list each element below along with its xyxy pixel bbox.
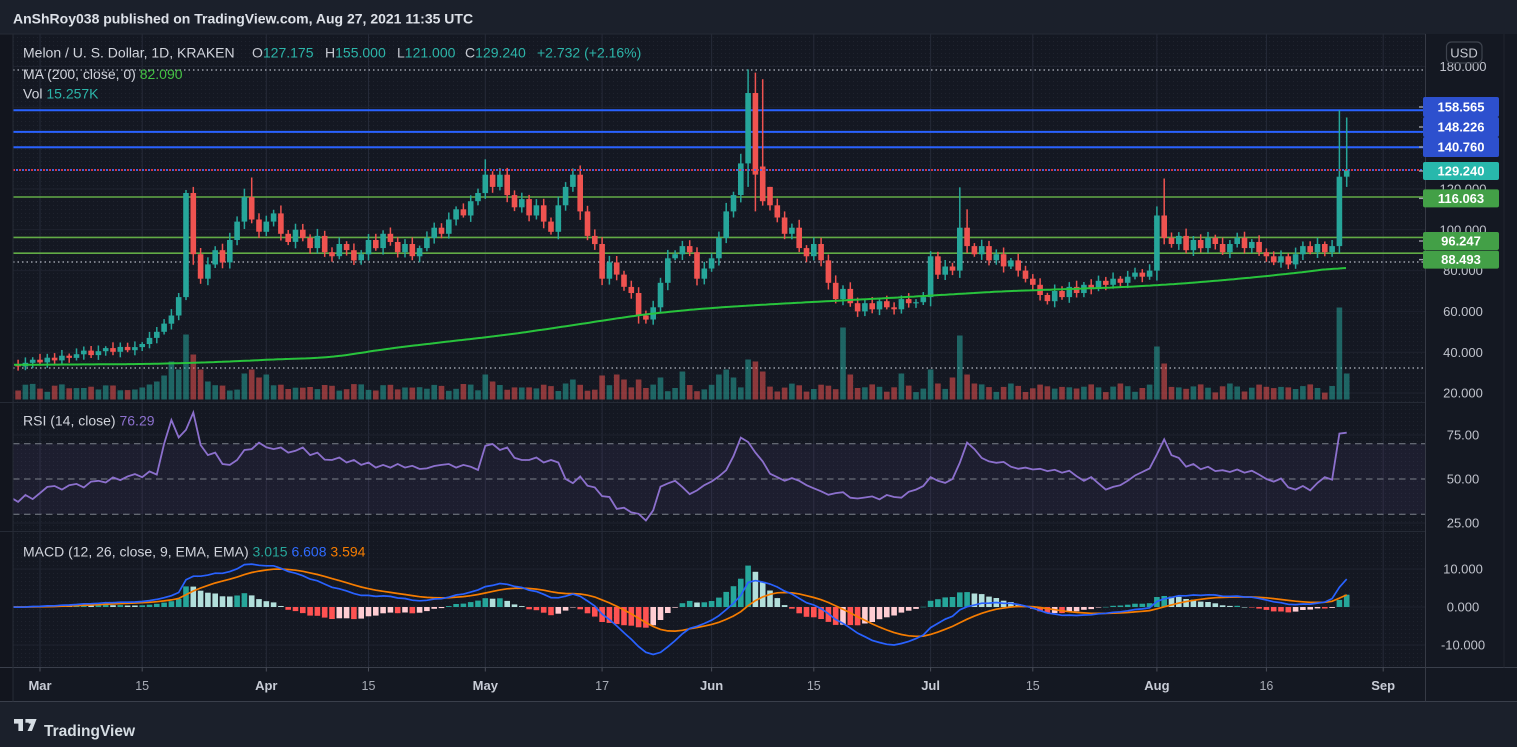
svg-text:158.565: 158.565 (1438, 100, 1485, 115)
svg-text:116.063: 116.063 (1438, 191, 1484, 206)
svg-text:129.240: 129.240 (1438, 164, 1485, 179)
svg-text:17: 17 (595, 679, 609, 693)
svg-text:MA (200, close, 0) 82.090: MA (200, close, 0) 82.090 (23, 66, 183, 82)
svg-text:Aug: Aug (1144, 678, 1169, 693)
svg-text:TradingView: TradingView (44, 723, 136, 740)
svg-text:May: May (473, 678, 499, 693)
svg-text:10.000: 10.000 (1443, 562, 1483, 577)
svg-text:-10.000: -10.000 (1441, 638, 1485, 653)
svg-text:C129.240: C129.240 (465, 45, 526, 61)
svg-text:RSI (14, close) 76.29: RSI (14, close) 76.29 (23, 413, 155, 429)
svg-text:40.000: 40.000 (1443, 345, 1483, 360)
svg-text:L121.000: L121.000 (397, 45, 456, 61)
svg-text:20.000: 20.000 (1443, 386, 1483, 401)
svg-text:Melon / U. S. Dollar, 1D, KRAK: Melon / U. S. Dollar, 1D, KRAKEN (23, 45, 235, 61)
svg-text:25.00: 25.00 (1447, 516, 1480, 531)
svg-text:15: 15 (362, 679, 376, 693)
svg-text:H155.000: H155.000 (325, 45, 386, 61)
svg-text:Jun: Jun (700, 678, 723, 693)
svg-text:Mar: Mar (28, 678, 51, 693)
svg-text:15: 15 (1026, 679, 1040, 693)
svg-text:16: 16 (1259, 679, 1273, 693)
svg-text:Sep: Sep (1371, 678, 1395, 693)
svg-text:AnShRoy038 published on Tradin: AnShRoy038 published on TradingView.com,… (13, 11, 473, 27)
svg-text:140.760: 140.760 (1438, 140, 1485, 155)
svg-text:15: 15 (135, 679, 149, 693)
svg-text:180.000: 180.000 (1440, 59, 1487, 74)
svg-text:60.000: 60.000 (1443, 304, 1483, 319)
svg-text:USD: USD (1450, 46, 1477, 61)
svg-text:Vol 15.257K: Vol 15.257K (23, 86, 99, 102)
svg-text:96.247: 96.247 (1441, 234, 1481, 249)
svg-text:0.000: 0.000 (1447, 600, 1480, 615)
svg-text:148.226: 148.226 (1438, 120, 1485, 135)
svg-text:O127.175: O127.175 (252, 45, 314, 61)
svg-text:Jul: Jul (921, 678, 940, 693)
svg-text:MACD (12, 26, close, 9, EMA, E: MACD (12, 26, close, 9, EMA, EMA) 3.015 … (23, 544, 366, 560)
svg-text:88.493: 88.493 (1441, 252, 1481, 267)
svg-text:Apr: Apr (255, 678, 277, 693)
svg-text:+2.732 (+2.16%): +2.732 (+2.16%) (537, 45, 641, 61)
svg-text:15: 15 (807, 679, 821, 693)
svg-text:75.00: 75.00 (1447, 428, 1480, 443)
svg-text:50.00: 50.00 (1447, 472, 1480, 487)
